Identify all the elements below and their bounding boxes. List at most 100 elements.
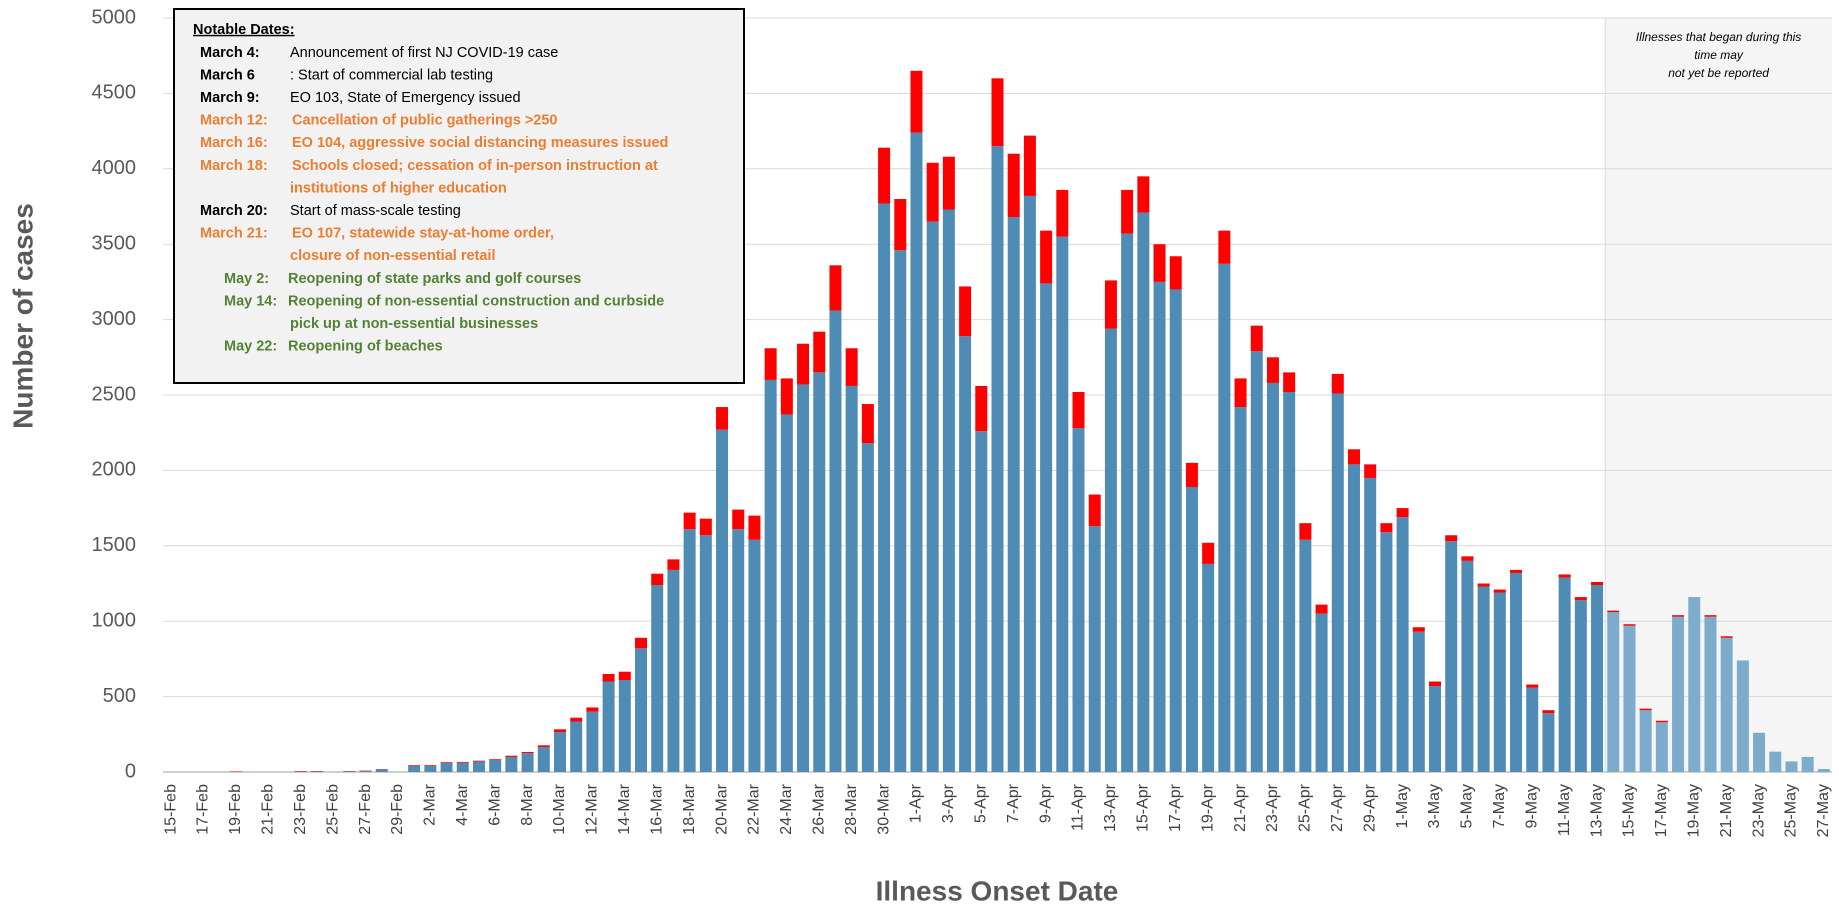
note-date: March 18:: [200, 158, 268, 174]
bar-segment: [635, 648, 648, 772]
x-tick-label: 22-Mar: [746, 783, 763, 834]
notes-title: Notable Dates:: [193, 22, 295, 38]
y-axis-title: Number of cases: [7, 203, 38, 429]
note-text: closure of non-essential retail: [290, 248, 495, 264]
x-tick-label: 26-Mar: [810, 783, 827, 834]
note-date: March 4:: [200, 45, 260, 61]
bar-segment: [797, 384, 810, 772]
bar-segment: [894, 198, 907, 251]
bar-segment: [1218, 230, 1231, 264]
bar-segment: [424, 765, 437, 772]
bar-segment: [505, 756, 518, 772]
bar-segment: [699, 535, 712, 772]
bar-segment: [764, 379, 777, 772]
bar-segment: [1817, 768, 1830, 772]
bar-segment: [1461, 556, 1474, 561]
bar-segment: [942, 156, 955, 210]
bar-segment: [797, 343, 810, 385]
note-text: Announcement of first NJ COVID-19 case: [290, 45, 558, 61]
bar-segment: [1153, 244, 1166, 282]
bar-segment: [1347, 464, 1360, 772]
bar-segment: [878, 203, 891, 772]
bar-segment: [1607, 610, 1620, 613]
x-tick-label: 21-May: [1718, 784, 1735, 837]
bar-segment: [602, 673, 615, 682]
bar-segment: [440, 762, 453, 763]
bar-segment: [1461, 560, 1474, 772]
bar-segment: [440, 762, 453, 772]
bar-segment: [845, 385, 858, 772]
bar-segment: [1040, 230, 1053, 284]
x-tick-label: 3-Apr: [940, 783, 957, 823]
bar-segment: [1623, 624, 1636, 626]
bar-segment: [1121, 189, 1134, 234]
x-tick-label: 21-Feb: [260, 784, 277, 835]
bar-segment: [618, 680, 631, 772]
bar-segment: [521, 751, 534, 754]
region-text: Illnesses that began during this: [1636, 30, 1801, 44]
bar-segment: [699, 518, 712, 536]
bar-segment: [991, 146, 1004, 772]
bar-segment: [910, 132, 923, 772]
bar-segment: [894, 250, 907, 772]
bar-segment: [1639, 710, 1652, 772]
bar-segment: [829, 310, 842, 772]
bar-segment: [1283, 391, 1296, 772]
bar-segment: [1380, 532, 1393, 772]
bar-segment: [926, 221, 939, 772]
bar-segment: [651, 585, 664, 772]
y-tick-label: 3500: [92, 232, 137, 254]
bar-segment: [1088, 494, 1101, 527]
bar-segment: [780, 378, 793, 415]
x-tick-label: 19-Apr: [1199, 783, 1216, 832]
note-text: Reopening of non-essential construction …: [288, 293, 664, 309]
bar-segment: [1153, 281, 1166, 772]
bar-segment: [1477, 586, 1490, 772]
bar-segment: [1591, 581, 1604, 586]
bar-segment: [667, 559, 680, 570]
bar-segment: [1688, 597, 1701, 772]
bar-segment: [991, 78, 1004, 147]
y-tick-label: 2500: [92, 383, 137, 405]
x-tick-label: 5-Apr: [973, 783, 990, 823]
bar-segment: [1672, 615, 1685, 617]
bar-segment: [570, 721, 583, 772]
x-tick-label: 25-Feb: [324, 784, 341, 835]
bar-segment: [1510, 569, 1523, 573]
bar-segment: [553, 729, 566, 733]
note-date: March 16:: [200, 135, 268, 151]
bar-segment: [1445, 535, 1458, 542]
x-tick-label: 15-Feb: [162, 784, 179, 835]
y-tick-label: 3000: [92, 308, 137, 330]
note-date: March 21:: [200, 226, 268, 242]
x-tick-label: 11-Apr: [1070, 783, 1087, 831]
bar-segment: [1364, 464, 1377, 478]
bar-segment: [1364, 477, 1377, 772]
note-text: EO 107, statewide stay-at-home order,: [292, 226, 554, 242]
bar-segment: [537, 747, 550, 772]
bar-segment: [1072, 391, 1085, 429]
note-date: May 22:: [224, 339, 277, 355]
bar-segment: [1380, 523, 1393, 533]
bar-segment: [1331, 393, 1344, 772]
bar-segment: [1331, 373, 1344, 394]
bar-segment: [1169, 289, 1182, 772]
bar-segment: [1396, 508, 1409, 518]
bar-segment: [959, 286, 972, 337]
bar-segment: [1574, 600, 1587, 772]
bar-segment: [1315, 613, 1328, 772]
note-date: March 9:: [200, 90, 260, 106]
x-tick-label: 13-Apr: [1102, 783, 1119, 832]
x-tick-label: 7-May: [1491, 784, 1508, 828]
x-tick-label: 3-May: [1426, 784, 1443, 828]
x-tick-label: 7-Apr: [1005, 783, 1022, 823]
bar-segment: [1007, 217, 1020, 772]
x-tick-label: 27-Apr: [1329, 783, 1346, 832]
bar-segment: [1250, 325, 1263, 352]
bar-segment: [1720, 636, 1733, 638]
bar-segment: [1218, 263, 1231, 772]
note-date: March 20:: [200, 203, 268, 219]
bar-segment: [1121, 233, 1134, 773]
bar-segment: [1234, 378, 1247, 408]
x-tick-label: 10-Mar: [551, 783, 568, 834]
